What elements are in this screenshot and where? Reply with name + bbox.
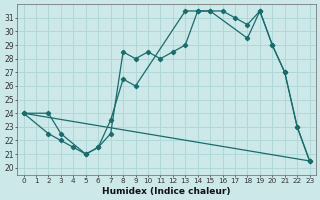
X-axis label: Humidex (Indice chaleur): Humidex (Indice chaleur) [102,187,231,196]
